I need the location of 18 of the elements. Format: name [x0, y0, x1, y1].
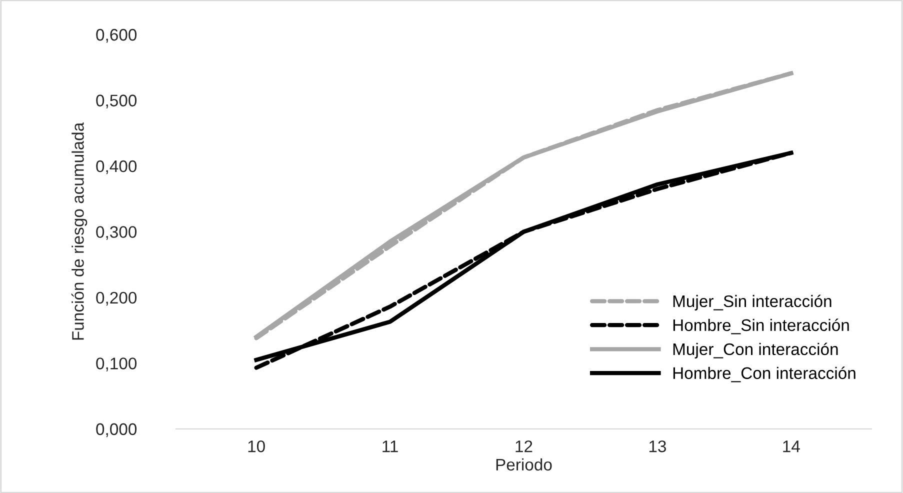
- x-tick-label: 14: [783, 440, 800, 452]
- y-tick-label: 0,100: [96, 358, 137, 372]
- y-tick-label: 0,300: [96, 226, 137, 240]
- x-axis-title: Periodo: [496, 458, 552, 471]
- y-tick-label: 0,000: [96, 423, 137, 438]
- y-tick-label: 0,400: [96, 160, 137, 174]
- x-tick-label: 10: [248, 440, 265, 452]
- legend-label: Hombre_Sin interacción: [673, 318, 849, 334]
- legend-label: Mujer_Con interacción: [673, 342, 838, 358]
- legend-label: Hombre_Con interacción: [673, 366, 856, 382]
- x-tick-label: 13: [649, 440, 666, 452]
- x-tick-label: 12: [516, 440, 532, 452]
- legend-label: Mujer_Sin interacción: [673, 294, 832, 310]
- y-tick-label: 0,200: [96, 292, 137, 306]
- y-axis-title: Función de riesgo acumulada: [71, 122, 88, 340]
- x-tick-label: 11: [382, 440, 398, 452]
- y-tick-label: 0,500: [96, 94, 137, 108]
- y-tick-label: 0,600: [96, 28, 137, 43]
